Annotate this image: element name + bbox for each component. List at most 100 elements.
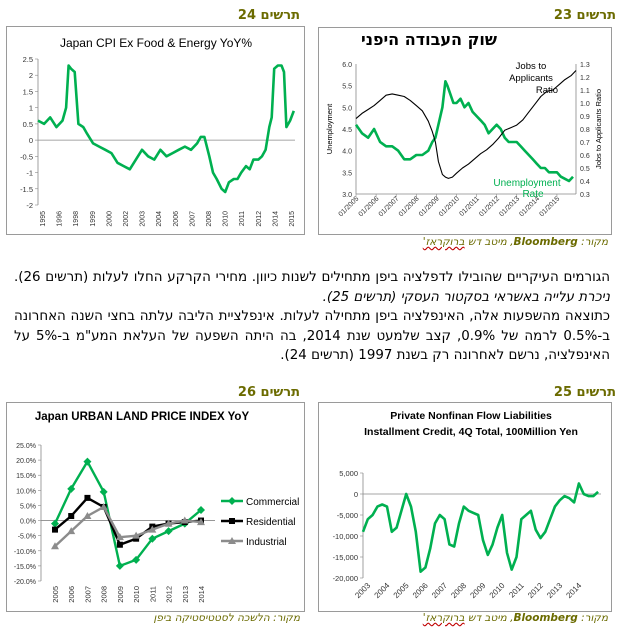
x-tick-label: 2009 (116, 586, 125, 603)
x-tick-label: 2004 (156, 211, 163, 227)
x-tick-label: 2011 (239, 211, 246, 226)
y2-tick-label: 0.5 (580, 166, 590, 173)
y-tick-label: 0 (29, 136, 33, 145)
data-point-diamond (51, 519, 59, 528)
paragraph-1: הגורמים העיקריים שהובילו לדפלציה ביפן מת… (14, 268, 610, 307)
x-tick-label: 2002 (123, 211, 130, 227)
data-point-square (68, 513, 75, 520)
data-point-triangle (67, 527, 76, 535)
y-tick-label: 4.0 (342, 149, 352, 156)
x-tick-label: 2014 (564, 581, 583, 600)
y-tick-label: 0.5 (23, 120, 33, 129)
series-line (354, 80, 574, 183)
y-tick-label: 5.0% (20, 503, 36, 510)
data-point-diamond (115, 561, 124, 570)
y-tick-label: -15,000 (333, 553, 358, 562)
figure-26-chart: Japan URBAN LAND PRICE INDEX YoY 25.0% 20.… (6, 402, 305, 612)
x-tick-label: 2009 (468, 581, 487, 600)
x-tick-label: 2014 (272, 211, 279, 227)
source-suffix: , מיטב דש (464, 236, 514, 248)
data-point-triangle (197, 518, 205, 526)
x-tick-label: 1999 (90, 211, 97, 227)
y-tick-label: 3.0 (342, 192, 352, 199)
series-line (361, 482, 599, 573)
x-tick-label: 2008 (100, 586, 109, 603)
data-point-square (133, 535, 140, 542)
x-tick-label: 01/2007 (378, 195, 401, 218)
y2-tick-label: 0.7 (580, 140, 590, 147)
figure-26-source: מקור: הלשכה לסטטיסטיקה ביפן (153, 612, 300, 624)
x-tick-label: 2006 (411, 581, 430, 600)
data-point-diamond (164, 527, 173, 536)
data-point-diamond (148, 534, 157, 543)
x-tick-label: 2007 (189, 211, 196, 227)
y-tick-label: 4.5 (342, 127, 352, 134)
x-tick-label: 2003 (140, 211, 147, 227)
x-tick-label: 2006 (173, 211, 180, 227)
series-line-commercial (53, 460, 202, 568)
series-line (355, 70, 577, 179)
y2-axis-label: Jobs to Applicants Ratio (594, 89, 603, 169)
x-tick-label: 1998 (73, 211, 80, 227)
annotation-jobs-3: Ratio (536, 85, 558, 96)
data-point-diamond (99, 487, 108, 496)
x-tick-label: 2010 (132, 586, 141, 603)
y2-tick-label: 0.8 (580, 127, 590, 134)
y2-tick-label: 1.3 (580, 62, 590, 69)
y-tick-label: -5.0% (18, 534, 36, 541)
data-point-triangle (83, 512, 92, 520)
data-point-diamond (197, 505, 205, 514)
x-tick-label: 2013 (181, 586, 190, 603)
source-underlined: ברוקראז' (422, 236, 465, 248)
chart-title: Japan URBAN LAND PRICE INDEX YoY (35, 411, 250, 423)
y-tick-label: -15.0% (14, 564, 36, 571)
y-tick-label: 25.0% (16, 443, 36, 450)
y-tick-label: -10.0% (14, 549, 36, 556)
x-tick-label: 2010 (488, 581, 507, 600)
x-tick-label: 2000 (106, 211, 113, 227)
data-point-diamond (132, 555, 141, 564)
y-tick-label: 0.0% (20, 519, 36, 526)
x-tick-label: 2012 (526, 581, 545, 600)
x-tick-label: 1995 (40, 211, 47, 227)
figure-23-label: תרשים 23 (553, 8, 616, 23)
source-brand: Bloomberg (513, 236, 578, 248)
source-suffix: , מיטב דש (464, 612, 514, 624)
data-point-triangle (228, 537, 236, 544)
chart-title-line-1: Private Nonfinan Flow Liabilities (390, 410, 552, 422)
y-tick-label: -10,000 (333, 532, 358, 541)
figure-26-label: תרשים 26 (237, 385, 300, 400)
x-tick-label: 2013 (545, 581, 564, 600)
figure-25-chart: Private Nonfinan Flow Liabilities Install… (318, 402, 612, 612)
y-tick-label: 5,000 (339, 469, 358, 478)
x-tick-label: 2012 (256, 211, 263, 227)
x-tick-label: 2012 (165, 586, 174, 603)
analysis-text: הגורמים העיקריים שהובילו לדפלציה ביפן מת… (14, 268, 610, 366)
legend-label: Industrial (246, 537, 287, 548)
y-tick-label: 6.0 (342, 62, 352, 69)
chart-title: Japan CPI Ex Food & Energy YoY% (60, 36, 252, 50)
y-tick-label: 0 (354, 490, 358, 499)
y-tick-label: 20.0% (16, 458, 36, 465)
y-axis-label: Unemployment (325, 103, 334, 154)
y2-tick-label: 1.2 (580, 75, 590, 82)
y2-tick-label: 1.1 (580, 88, 590, 95)
y-tick-label: -0.5 (20, 152, 33, 161)
data-point-square (116, 541, 123, 548)
x-tick-label: 2003 (353, 581, 372, 600)
data-point-triangle (180, 516, 189, 524)
y2-tick-label: 0.6 (580, 153, 590, 160)
source-underlined: ברוקראז' (422, 612, 465, 624)
annotation-jobs-1: Jobs to (516, 61, 547, 72)
chart-title-line-2: Installment Credit, 4Q Total, 100Million… (364, 426, 578, 438)
x-tick-label: 2008 (206, 211, 213, 227)
data-point-triangle (164, 519, 173, 527)
x-tick-label: 01/2009 (418, 195, 441, 218)
source-prefix: מקור: (577, 236, 608, 248)
y-tick-label: -20.0% (14, 579, 36, 586)
y-tick-label: 1.5 (23, 87, 33, 96)
x-tick-label: 2015 (289, 211, 296, 227)
x-tick-label: 2011 (507, 581, 526, 600)
x-tick-label: 01/2010 (438, 195, 461, 218)
y-tick-label: 2 (29, 71, 33, 80)
